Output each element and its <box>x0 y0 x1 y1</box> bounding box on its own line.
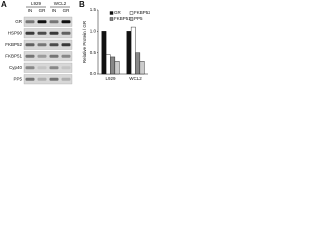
band <box>61 66 71 70</box>
band <box>61 43 71 47</box>
band <box>61 54 71 58</box>
bar <box>126 31 132 75</box>
band <box>37 54 47 58</box>
band <box>37 43 47 47</box>
row-label: PP5 <box>13 76 22 81</box>
band <box>37 77 47 81</box>
x-tick-label: WCL2 <box>129 76 142 81</box>
legend-swatch <box>109 11 114 15</box>
legend-swatch <box>109 17 114 21</box>
row-label: HSP90 <box>8 30 23 35</box>
panel-letter: B <box>79 0 85 9</box>
lane-label: GR <box>39 8 47 13</box>
blot <box>23 28 73 39</box>
lane-label: IN <box>52 8 57 13</box>
bar <box>114 61 120 75</box>
lane-label: GR <box>63 8 71 13</box>
page: A B L929 WCL2 IN GR IN GR GR HSP90 FKBP52 FKBP51 C… <box>0 0 320 88</box>
panel-letter: A <box>1 0 7 9</box>
blot <box>23 16 73 27</box>
y-tick-label: 0.0 <box>90 71 97 76</box>
y-tick-label: 0.5 <box>90 50 97 55</box>
band <box>37 31 47 35</box>
legend-swatch <box>129 17 134 21</box>
y-axis-label: Relative Protein / GR <box>82 20 87 63</box>
y-tick-label: 1.0 <box>90 29 97 34</box>
legend-label: FKBP51 <box>114 16 131 21</box>
bar <box>130 26 136 75</box>
legend-swatch <box>129 11 134 15</box>
band <box>25 66 35 70</box>
band <box>61 20 71 24</box>
band <box>49 66 59 70</box>
band <box>37 20 47 24</box>
y-tick-label: 1.5 <box>90 7 97 12</box>
band <box>49 43 59 47</box>
bar <box>139 61 145 75</box>
blot <box>23 62 73 73</box>
blot <box>23 39 73 50</box>
blot <box>23 51 73 62</box>
bar <box>105 54 111 75</box>
cell-line-label: L929 <box>31 1 42 6</box>
band <box>49 77 59 81</box>
row-label: Cyp40 <box>9 65 23 70</box>
legend-label: PP5 <box>134 16 143 21</box>
row-label: FKBP51 <box>5 53 22 58</box>
x-tick-label: L929 <box>105 76 116 81</box>
band <box>25 31 35 35</box>
row-label: FKBP52 <box>5 42 22 47</box>
band <box>61 77 71 81</box>
band <box>25 43 35 47</box>
band <box>25 54 35 58</box>
lane-label: IN <box>28 8 33 13</box>
band <box>25 20 35 24</box>
cell-line-label: WCL2 <box>54 1 67 6</box>
legend-label: FKBP52 <box>134 10 150 15</box>
bar <box>101 31 107 75</box>
row-label: GR <box>15 19 23 24</box>
legend-label: GR <box>114 10 122 15</box>
band <box>49 20 59 24</box>
bar <box>135 52 141 75</box>
band <box>61 31 71 35</box>
band <box>25 77 35 81</box>
band <box>49 54 59 58</box>
band <box>49 31 59 35</box>
bar <box>110 56 116 75</box>
blot <box>23 74 73 85</box>
band <box>37 66 47 70</box>
